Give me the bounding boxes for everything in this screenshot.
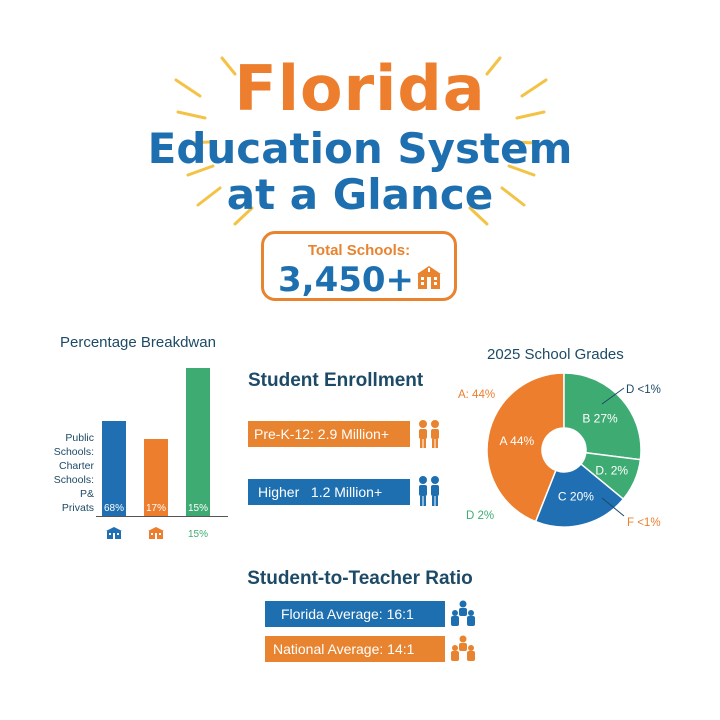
- family-icon: [419, 420, 439, 448]
- enrollment-higher-pill: Higher 1.2 Million+: [248, 479, 410, 505]
- grades-title: 2025 School Grades: [487, 346, 624, 363]
- bar-charter-value: 17%: [145, 503, 166, 514]
- school-icon: [148, 527, 164, 539]
- enrollment-title: Student Enrollment: [248, 370, 424, 391]
- people-icon: [451, 635, 475, 661]
- breakdown-row-label: Schools:: [53, 446, 94, 458]
- total-schools-value: 3,450+: [278, 260, 415, 300]
- donut-label-c: C 20%: [558, 489, 594, 503]
- breakdown-row-label: Charter Schools:: [53, 460, 94, 486]
- sun-rays-decoration: [174, 56, 548, 226]
- breakdown-row-label: Public: [65, 432, 94, 444]
- school-building-icon: [417, 266, 441, 289]
- bar-public-value: 68%: [103, 503, 124, 514]
- donut-slice-a: [486, 372, 565, 523]
- grades-outer-label-d-top: D <1%: [626, 384, 661, 396]
- bar-private-value: 15%: [187, 503, 208, 514]
- title-education-system: Education System: [147, 124, 573, 173]
- school-icon: [106, 527, 122, 539]
- people-icon: [451, 600, 475, 626]
- title-at-a-glance: at a Glance: [226, 170, 494, 219]
- total-schools-label: Total Schools:: [307, 242, 411, 259]
- ratio-florida-pill: Florida Average: 16:1: [265, 601, 445, 627]
- bar-public: [102, 421, 126, 516]
- title-florida: Florida: [234, 52, 486, 125]
- breakdown-axis: [96, 516, 228, 517]
- bar-private-below-label: 15%: [187, 529, 208, 540]
- family-icon: [419, 476, 439, 506]
- breakdown-row-labels: Public Schools: Charter Schools: P& Priv…: [30, 431, 94, 515]
- ratio-title: Student-to-Teacher Ratio: [247, 568, 473, 589]
- bar-private: [186, 368, 210, 516]
- ratio-national-pill: National Average: 14:1: [265, 636, 445, 662]
- donut-label-a: A 44%: [499, 434, 534, 448]
- donut-label-d: D. 2%: [595, 464, 628, 478]
- donut-label-b: B 27%: [582, 411, 618, 425]
- breakdown-title: Percentage Breakdwan: [60, 334, 216, 351]
- bar-charter: [144, 439, 168, 516]
- breakdown-row-label: P&: [79, 488, 94, 500]
- grades-outer-label-d-bottom: D 2%: [466, 510, 495, 522]
- donut-slice-c: [534, 462, 625, 528]
- breakdown-row-label: Privats: [61, 502, 94, 514]
- donut-slice-b: [563, 372, 642, 461]
- grades-donut-chart: A 44% B 27% D. 2%C 20%: [486, 372, 642, 528]
- grades-outer-label-a: A: 44%: [458, 389, 496, 401]
- grades-outer-label-f: F <1%: [627, 517, 661, 529]
- total-schools-card: Total Schools: 3,450+: [261, 231, 457, 301]
- grades-leader-lines: [601, 387, 625, 517]
- enrollment-prek12-pill: Pre-K-12: 2.9 Million+: [248, 421, 410, 447]
